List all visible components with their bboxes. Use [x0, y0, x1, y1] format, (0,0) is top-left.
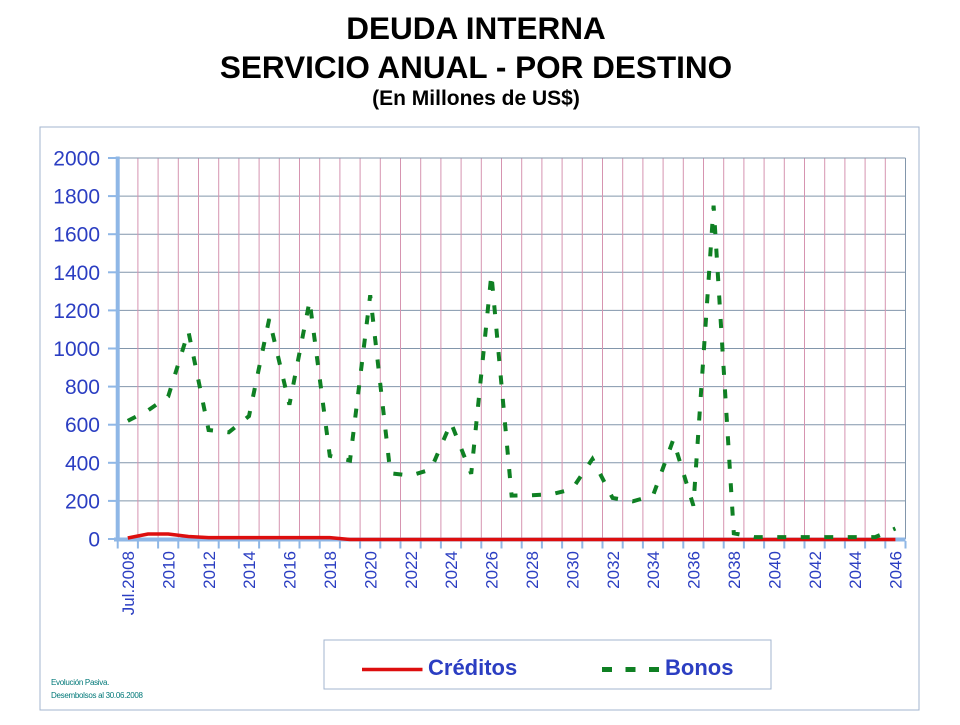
svg-text:2040: 2040	[765, 551, 784, 589]
svg-text:2000: 2000	[53, 148, 100, 171]
svg-text:2032: 2032	[604, 551, 623, 589]
svg-text:2018: 2018	[321, 551, 340, 589]
svg-text:800: 800	[65, 376, 100, 399]
svg-text:Desembolsos al 30.06.2008: Desembolsos al 30.06.2008	[51, 691, 144, 700]
svg-text:400: 400	[65, 452, 100, 475]
svg-text:2022: 2022	[402, 551, 421, 589]
svg-text:Créditos: Créditos	[428, 655, 517, 680]
svg-text:1600: 1600	[53, 224, 100, 247]
svg-text:Jul.2008: Jul.2008	[119, 551, 138, 615]
svg-text:DEUDA INTERNA: DEUDA INTERNA	[346, 10, 606, 46]
svg-text:2028: 2028	[523, 551, 542, 589]
svg-text:2012: 2012	[200, 551, 219, 589]
svg-text:2020: 2020	[361, 551, 380, 589]
svg-text:2042: 2042	[806, 551, 825, 589]
svg-text:200: 200	[65, 490, 100, 513]
svg-text:1400: 1400	[53, 262, 100, 285]
svg-text:SERVICIO ANUAL - POR DESTINO: SERVICIO ANUAL - POR DESTINO	[220, 49, 732, 85]
svg-text:2014: 2014	[240, 551, 259, 589]
svg-text:2024: 2024	[442, 551, 461, 589]
svg-text:1200: 1200	[53, 300, 100, 323]
svg-text:2034: 2034	[644, 551, 663, 589]
svg-text:2046: 2046	[887, 551, 906, 589]
svg-text:2038: 2038	[725, 551, 744, 589]
svg-text:0: 0	[88, 529, 100, 552]
svg-text:2016: 2016	[281, 551, 300, 589]
svg-text:600: 600	[65, 414, 100, 437]
svg-text:1000: 1000	[53, 338, 100, 361]
svg-text:1800: 1800	[53, 186, 100, 209]
svg-text:2010: 2010	[159, 551, 178, 589]
svg-text:2026: 2026	[483, 551, 502, 589]
svg-text:2030: 2030	[563, 551, 582, 589]
svg-text:Evolución Pasiva.: Evolución Pasiva.	[51, 678, 109, 687]
svg-text:2044: 2044	[846, 551, 865, 589]
svg-text:2036: 2036	[685, 551, 704, 589]
svg-text:(En Millones de US$): (En Millones de US$)	[372, 87, 580, 110]
svg-text:Bonos: Bonos	[665, 655, 733, 680]
